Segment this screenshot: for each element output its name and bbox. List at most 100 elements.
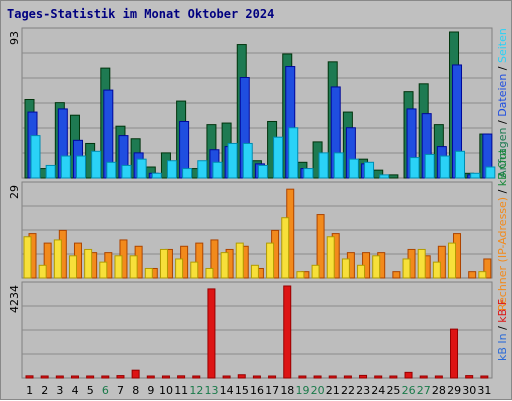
bar-rechner-day-25	[392, 271, 401, 279]
day-label-25: 25	[386, 384, 400, 397]
bar-seiten-day-31	[485, 166, 496, 179]
bar-seiten-day-24	[379, 174, 390, 179]
bar-rechner-day-2	[43, 242, 52, 279]
bar-kb-out-day-12	[190, 261, 199, 279]
day-label-30: 30	[462, 384, 476, 397]
bar-kb-f-day-12	[192, 375, 201, 379]
day-label-20: 20	[311, 384, 325, 397]
bar-seiten-day-7	[121, 164, 132, 179]
legend-part: /	[496, 63, 509, 74]
bar-kb-out-day-6	[99, 261, 108, 279]
day-label-8: 8	[132, 384, 139, 397]
bar-kb-f-day-4	[70, 375, 79, 379]
day-label-2: 2	[41, 384, 48, 397]
legend-part: kB Out	[496, 148, 509, 186]
bar-seiten-day-8	[136, 158, 147, 179]
chart-title: Tages-Statistik im Monat Oktober 2024	[7, 7, 275, 21]
bar-kb-f-day-20	[313, 375, 322, 379]
bar-seiten-day-19	[303, 168, 314, 179]
bar-seiten-day-29	[455, 150, 466, 179]
bar-kb-out-day-14	[220, 252, 229, 279]
bar-kb-out-day-27	[417, 248, 426, 279]
bar-kb-f-day-25	[389, 375, 398, 379]
day-label-3: 3	[56, 384, 63, 397]
bar-kb-out-day-3	[53, 239, 62, 279]
bar-kb-out-day-31	[478, 271, 487, 279]
bar-kb-f-day-23	[359, 374, 368, 379]
bar-seiten-day-2	[45, 164, 56, 179]
legend-label: Rechner (IP-Adresse) / kB Out	[496, 148, 509, 311]
bar-kb-f-day-13	[207, 288, 216, 379]
bar-kb-out-day-21	[326, 236, 335, 279]
day-label-26: 26	[402, 384, 416, 397]
bar-seiten-day-22	[348, 158, 359, 179]
day-label-31: 31	[477, 384, 491, 397]
bar-seiten-day-21	[333, 152, 344, 179]
bar-seiten-day-28	[439, 155, 450, 179]
day-label-22: 22	[341, 384, 355, 397]
bar-kb-f-day-17	[268, 375, 277, 379]
bar-kb-out-day-20	[311, 264, 320, 279]
day-label-28: 28	[432, 384, 446, 397]
bar-kb-f-day-16	[252, 375, 261, 379]
bar-seiten-day-6	[106, 161, 117, 179]
bar-kb-out-day-23	[357, 264, 366, 279]
bar-seiten-day-9	[151, 172, 162, 179]
legend-label: Anfragen / Dateien / Seiten	[496, 28, 509, 178]
legend-part: /	[496, 186, 509, 197]
day-label-5: 5	[87, 384, 94, 397]
day-label-7: 7	[117, 384, 124, 397]
bar-seiten-day-20	[318, 152, 329, 179]
day-label-16: 16	[250, 384, 264, 397]
bar-kb-f-day-24	[374, 375, 383, 379]
bar-kb-out-day-16	[250, 264, 259, 279]
bar-kb-f-day-28	[434, 375, 443, 379]
legend-label: kB In / kB F	[496, 299, 509, 361]
day-label-24: 24	[371, 384, 385, 397]
bar-kb-f-day-27	[419, 375, 428, 379]
legend-part: /	[496, 323, 509, 334]
bar-seiten-day-11	[182, 168, 193, 179]
day-label-27: 27	[417, 384, 431, 397]
day-label-13: 13	[205, 384, 219, 397]
bar-kb-f-day-31	[480, 375, 489, 379]
legend-part: Seiten	[496, 28, 509, 63]
bar-seiten-day-3	[60, 155, 71, 179]
bar-rechner-day-12	[195, 242, 204, 279]
day-label-15: 15	[235, 384, 249, 397]
bar-kb-out-day-15	[235, 242, 244, 279]
bar-kb-f-day-7	[116, 375, 125, 379]
y-max-label: 4234	[8, 285, 21, 313]
bar-kb-out-day-13	[205, 267, 214, 279]
bar-kb-out-day-29	[448, 242, 457, 279]
day-label-12: 12	[189, 384, 203, 397]
bar-kb-f-day-29	[450, 328, 459, 379]
bar-seiten-day-23	[364, 161, 375, 179]
legend-part: kB In	[496, 333, 509, 361]
bar-kb-f-day-6	[101, 375, 110, 379]
bar-kb-f-day-8	[131, 369, 140, 379]
bar-seiten-day-14	[227, 142, 238, 179]
bar-seiten-day-1	[30, 135, 41, 179]
bar-kb-f-day-9	[146, 375, 155, 379]
bar-kb-out-day-26	[402, 258, 411, 279]
bar-kb-f-day-5	[86, 375, 95, 379]
bar-kb-out-day-18	[281, 217, 290, 279]
day-label-21: 21	[326, 384, 340, 397]
bar-seiten-day-4	[75, 155, 86, 179]
bar-kb-out-day-2	[38, 264, 47, 279]
bar-seiten-day-27	[424, 153, 435, 179]
day-label-14: 14	[220, 384, 234, 397]
bar-kb-out-day-10	[159, 248, 168, 279]
bar-kb-out-day-1	[23, 236, 32, 279]
bar-kb-out-day-24	[372, 255, 381, 279]
bar-kb-out-day-5	[84, 248, 93, 279]
day-label-23: 23	[356, 384, 370, 397]
bar-kb-f-day-22	[343, 375, 352, 379]
bar-seiten-day-10	[166, 160, 177, 179]
day-label-1: 1	[26, 384, 33, 397]
day-label-9: 9	[147, 384, 154, 397]
bar-seiten-day-18	[288, 127, 299, 179]
y-max-label: 29	[8, 185, 21, 199]
